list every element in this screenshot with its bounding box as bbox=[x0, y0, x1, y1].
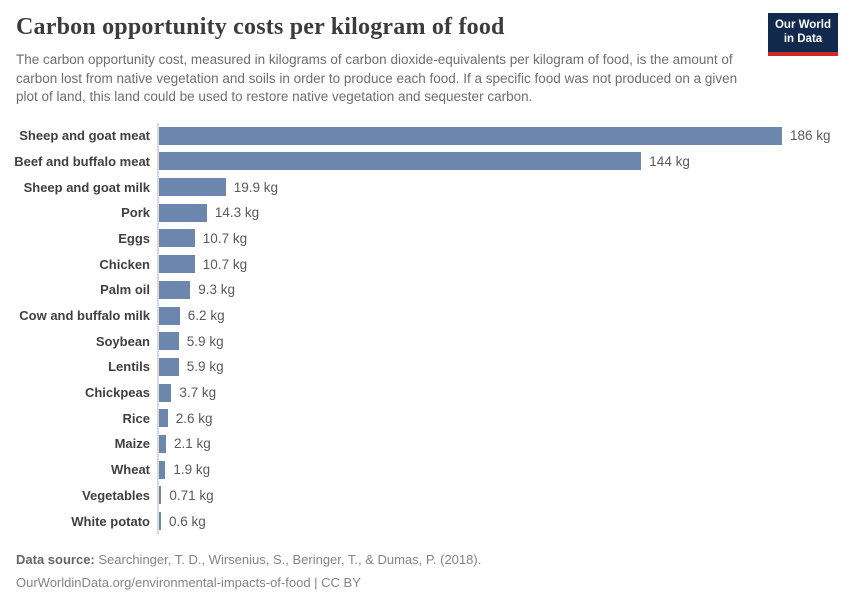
chart-header: Carbon opportunity costs per kilogram of… bbox=[10, 13, 838, 107]
bar bbox=[159, 280, 191, 299]
value-label: 1.9 kg bbox=[173, 462, 211, 478]
bar bbox=[159, 255, 195, 274]
data-source-label: Data source: bbox=[16, 551, 95, 567]
bar bbox=[159, 229, 195, 248]
chart-subtitle: The carbon opportunity cost, measured in… bbox=[16, 52, 738, 105]
chart-title: Carbon opportunity costs per kilogram of… bbox=[16, 14, 505, 40]
category-label: Palm oil bbox=[100, 282, 150, 298]
category-label: Vegetables bbox=[82, 487, 150, 503]
value-label: 3.7 kg bbox=[179, 385, 217, 401]
bar-track: 2.6 kg bbox=[157, 405, 834, 432]
chart-row: White potato 0.6 kg bbox=[10, 508, 834, 534]
chart-row: Pork 14.3 kg bbox=[10, 199, 834, 226]
bar-track: 6.2 kg bbox=[157, 302, 834, 329]
bar bbox=[159, 203, 207, 222]
bar bbox=[159, 383, 172, 402]
chart-row: Eggs 10.7 kg bbox=[10, 225, 834, 252]
value-label: 5.9 kg bbox=[186, 359, 224, 375]
bar bbox=[159, 409, 168, 428]
chart-row: Palm oil 9.3 kg bbox=[10, 277, 834, 303]
owid-logo-line1: Our World bbox=[774, 19, 831, 31]
bar bbox=[159, 126, 782, 145]
bar bbox=[159, 332, 179, 351]
category-label: Eggs bbox=[118, 230, 150, 246]
bar-track: 2.1 kg bbox=[157, 431, 834, 457]
value-label: 19.9 kg bbox=[233, 179, 278, 195]
chart-row: Chickpeas 3.7 kg bbox=[10, 379, 834, 406]
bar-track: 14.3 kg bbox=[157, 199, 834, 226]
bar-track: 10.7 kg bbox=[157, 225, 834, 252]
chart-row: Soybean 5.9 kg bbox=[10, 328, 834, 355]
bar-track: 144 kg bbox=[157, 148, 834, 175]
category-label: Chicken bbox=[99, 256, 150, 272]
category-label: Soybean bbox=[95, 333, 150, 349]
category-label: Pork bbox=[121, 205, 150, 221]
owid-logo-line2: in Data bbox=[783, 32, 823, 45]
value-label: 5.9 kg bbox=[186, 333, 224, 349]
bar-track: 5.9 kg bbox=[157, 328, 834, 355]
bar-track: 0.71 kg bbox=[157, 482, 834, 509]
category-label: Sheep and goat meat bbox=[19, 128, 150, 144]
category-label: White potato bbox=[71, 513, 150, 529]
value-label: 0.71 kg bbox=[169, 487, 214, 503]
chart-row: Beef and buffalo meat 144 kg bbox=[10, 148, 834, 175]
chart-row: Wheat 1.9 kg bbox=[10, 456, 834, 483]
value-label: 9.3 kg bbox=[198, 282, 235, 298]
value-label: 144 kg bbox=[649, 153, 690, 169]
category-label: Maize bbox=[114, 436, 150, 452]
value-label: 2.6 kg bbox=[175, 410, 213, 426]
category-label: Wheat bbox=[111, 462, 150, 478]
category-label: Beef and buffalo meat bbox=[14, 153, 150, 169]
chart-row: Sheep and goat meat 186 kg bbox=[10, 122, 834, 149]
chart-row: Chicken 10.7 kg bbox=[10, 251, 834, 277]
value-label: 2.1 kg bbox=[174, 436, 211, 452]
bar-track: 5.9 kg bbox=[157, 354, 834, 380]
value-label: 186 kg bbox=[790, 128, 831, 144]
chart-row: Maize 2.1 kg bbox=[10, 431, 834, 457]
bar bbox=[159, 357, 179, 376]
bar bbox=[159, 306, 180, 325]
chart-row: Rice 2.6 kg bbox=[10, 405, 834, 432]
data-source-line: Data source: Searchinger, T. D., Wirseni… bbox=[16, 548, 834, 571]
bar-track: 9.3 kg bbox=[157, 277, 834, 303]
category-label: Sheep and goat milk bbox=[23, 179, 150, 195]
category-label: Chickpeas bbox=[84, 385, 150, 401]
bar bbox=[159, 460, 166, 479]
bar bbox=[159, 486, 162, 505]
owid-logo: Our World in Data bbox=[768, 13, 838, 56]
chart-row: Lentils 5.9 kg bbox=[10, 354, 834, 380]
category-label: Cow and buffalo milk bbox=[19, 308, 150, 324]
bar-track: 10.7 kg bbox=[157, 251, 834, 277]
data-source-text: Searchinger, T. D., Wirsenius, S., Berin… bbox=[94, 551, 482, 567]
chart-footer: Data source: Searchinger, T. D., Wirseni… bbox=[16, 548, 834, 594]
value-label: 10.7 kg bbox=[202, 256, 248, 272]
category-label: Lentils bbox=[108, 359, 150, 375]
attribution-line: OurWorldinData.org/environmental-impacts… bbox=[16, 575, 361, 590]
chart-row: Vegetables 0.71 kg bbox=[10, 482, 834, 509]
bar bbox=[159, 178, 226, 197]
chart-row: Cow and buffalo milk 6.2 kg bbox=[10, 302, 834, 329]
value-label: 6.2 kg bbox=[187, 308, 225, 324]
bar bbox=[159, 512, 161, 531]
bar-chart: Sheep and goat meat 186 kg Beef and buff… bbox=[10, 122, 834, 534]
value-label: 10.7 kg bbox=[202, 230, 248, 246]
bar bbox=[159, 434, 166, 453]
value-label: 0.6 kg bbox=[169, 513, 206, 529]
chart-row: Sheep and goat milk 19.9 kg bbox=[10, 174, 834, 200]
bar-track: 1.9 kg bbox=[157, 456, 834, 483]
bar-track: 19.9 kg bbox=[157, 174, 834, 200]
value-label: 14.3 kg bbox=[214, 205, 260, 221]
bar-track: 186 kg bbox=[157, 122, 834, 149]
bar bbox=[159, 152, 642, 171]
category-label: Rice bbox=[122, 410, 150, 426]
bar-track: 0.6 kg bbox=[157, 508, 834, 534]
bar-track: 3.7 kg bbox=[157, 379, 834, 406]
